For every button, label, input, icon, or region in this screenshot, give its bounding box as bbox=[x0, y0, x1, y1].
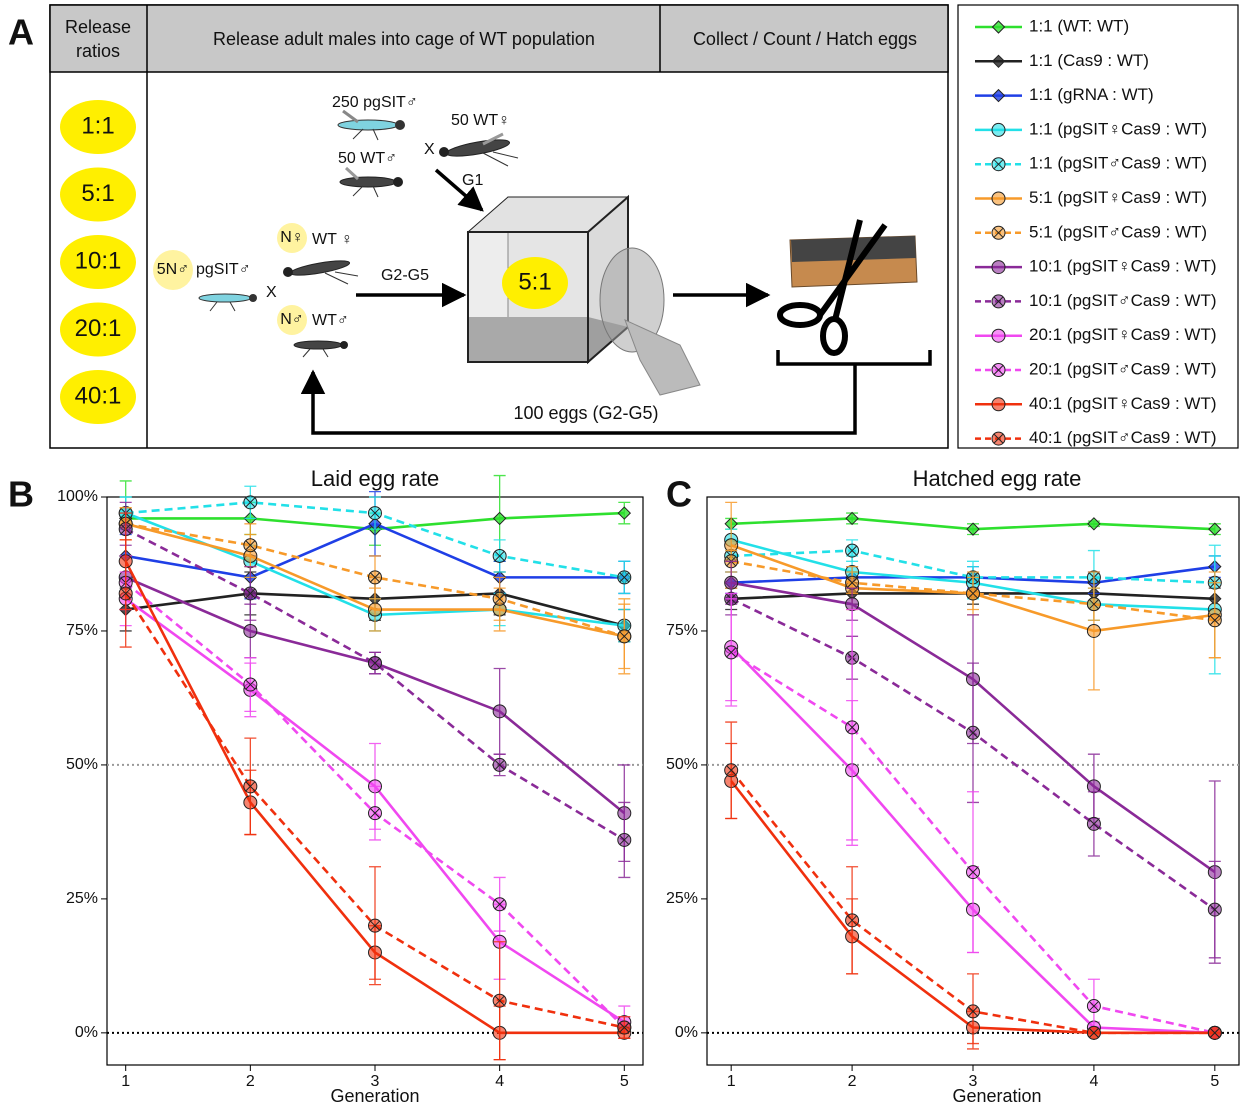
header-release: Release adult males into cage of WT popu… bbox=[213, 29, 595, 49]
eggs-label: 100 eggs (G2-G5) bbox=[513, 403, 658, 423]
g2-pgsit: pgSIT♂ bbox=[196, 261, 251, 278]
x-tick-label: 3 bbox=[371, 1073, 380, 1090]
legend-label: 40:1 (pgSIT♂Cas9 : WT) bbox=[1029, 428, 1217, 447]
marker bbox=[992, 261, 1005, 274]
x-tick-label: 5 bbox=[620, 1073, 629, 1090]
legend-label: 1:1 (pgSIT♀Cas9 : WT) bbox=[1029, 119, 1207, 138]
g2-generation: G2-G5 bbox=[381, 267, 429, 284]
g1-cross: X bbox=[424, 141, 435, 158]
marker bbox=[992, 398, 1005, 411]
panel-a: Release ratios Release adult males into … bbox=[50, 5, 948, 448]
marker bbox=[1087, 624, 1100, 637]
panel-label: C bbox=[666, 474, 692, 515]
legend-label: 10:1 (pgSIT♂Cas9 : WT) bbox=[1029, 291, 1217, 310]
g1-pgsit: 250 pgSIT♂ bbox=[332, 94, 418, 111]
x-tick-label: 3 bbox=[969, 1073, 978, 1090]
x-tick-label: 2 bbox=[246, 1073, 255, 1090]
panel-label: B bbox=[8, 474, 34, 515]
legend-label: 20:1 (pgSIT♂Cas9 : WT) bbox=[1029, 359, 1217, 378]
y-tick-label: 25% bbox=[666, 890, 698, 907]
y-tick-label: 50% bbox=[66, 756, 98, 773]
marker bbox=[1088, 518, 1100, 530]
y-tick-label: 100% bbox=[57, 488, 98, 505]
g2-female-count: N♀ bbox=[280, 229, 304, 246]
g2-pgsit-count: 5N♂ bbox=[157, 261, 189, 278]
legend-label: 5:1 (pgSIT♂Cas9 : WT) bbox=[1029, 222, 1207, 241]
marker bbox=[494, 512, 506, 524]
series: 1:1 (WT: WT) bbox=[725, 512, 1221, 535]
g2-cross: X bbox=[266, 284, 277, 301]
x-tick-label: 5 bbox=[1210, 1073, 1219, 1090]
chart-title: Hatched egg rate bbox=[913, 466, 1082, 491]
legend-label: 10:1 (pgSIT♀Cas9 : WT) bbox=[1029, 257, 1217, 276]
marker bbox=[967, 523, 979, 535]
g2-male-count: N♂ bbox=[280, 311, 304, 328]
ratio-label: 5:1 bbox=[81, 180, 114, 207]
marker bbox=[1209, 523, 1221, 535]
marker bbox=[992, 329, 1005, 342]
figure: Release ratios Release adult males into … bbox=[0, 0, 1241, 1109]
panel-label: A bbox=[8, 12, 34, 53]
x-axis-label: Generation bbox=[952, 1086, 1041, 1106]
marker bbox=[846, 512, 858, 524]
legend-label: 1:1 (gRNA : WT) bbox=[1029, 85, 1154, 104]
x-tick-label: 2 bbox=[848, 1073, 857, 1090]
ratio-label: 20:1 bbox=[75, 315, 122, 342]
legend-label: 40:1 (pgSIT♀Cas9 : WT) bbox=[1029, 394, 1217, 413]
marker bbox=[493, 705, 506, 718]
legend-label: 20:1 (pgSIT♀Cas9 : WT) bbox=[1029, 325, 1217, 344]
header-ratios: Release bbox=[65, 17, 131, 37]
chart: Hatched egg rate Generation 0% 25% 50% 75% 1 2 3… bbox=[666, 466, 1239, 1106]
marker bbox=[369, 603, 382, 616]
y-tick-label: 25% bbox=[66, 890, 98, 907]
cage-ratio: 5:1 bbox=[518, 268, 551, 295]
legend-label: 5:1 (pgSIT♀Cas9 : WT) bbox=[1029, 188, 1207, 207]
marker bbox=[846, 598, 859, 611]
marker bbox=[1087, 780, 1100, 793]
marker bbox=[618, 507, 630, 519]
header-collect: Collect / Count / Hatch eggs bbox=[693, 29, 917, 49]
y-tick-label: 50% bbox=[666, 756, 698, 773]
g1-generation: G1 bbox=[462, 172, 483, 189]
chart-title: Laid egg rate bbox=[311, 466, 439, 491]
y-tick-label: 0% bbox=[75, 1024, 98, 1041]
marker bbox=[992, 123, 1005, 136]
g1-wt-female: 50 WT♀ bbox=[451, 112, 510, 129]
ratio-label: 10:1 bbox=[75, 247, 122, 274]
x-tick-label: 1 bbox=[727, 1073, 736, 1090]
legend-label: 1:1 (pgSIT♂Cas9 : WT) bbox=[1029, 154, 1207, 173]
g2-wt-male: WT♂ bbox=[312, 312, 349, 329]
x-tick-label: 4 bbox=[1089, 1073, 1098, 1090]
header-ratios: ratios bbox=[76, 41, 120, 61]
x-tick-label: 1 bbox=[121, 1073, 130, 1090]
y-tick-label: 75% bbox=[666, 622, 698, 639]
marker bbox=[992, 192, 1005, 205]
marker bbox=[244, 624, 257, 637]
ratio-label: 40:1 bbox=[75, 382, 122, 409]
ratio-label: 1:1 bbox=[81, 112, 114, 139]
g1-wt-male: 50 WT♂ bbox=[338, 150, 397, 167]
y-tick-label: 0% bbox=[675, 1024, 698, 1041]
legend-label: 1:1 (Cas9 : WT) bbox=[1029, 51, 1149, 70]
g2-wt-female: WT ♀ bbox=[312, 231, 353, 248]
marker bbox=[725, 539, 738, 552]
y-tick-label: 75% bbox=[66, 622, 98, 639]
x-tick-label: 4 bbox=[495, 1073, 504, 1090]
legend-label: 1:1 (WT: WT) bbox=[1029, 16, 1129, 35]
